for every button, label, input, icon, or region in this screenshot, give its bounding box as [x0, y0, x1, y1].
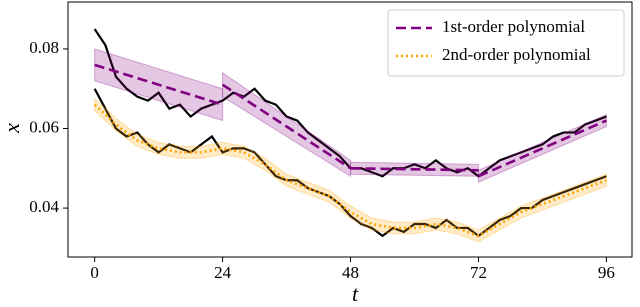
y-tick-label: 0.06 — [29, 117, 59, 136]
confidence-band — [222, 71, 352, 178]
legend-label: 2nd-order polynomial — [442, 45, 591, 64]
x-tick-label: 0 — [90, 263, 99, 282]
data-line — [93, 88, 607, 238]
legend-label: 1st-order polynomial — [442, 17, 585, 36]
plot-frame — [67, 1, 633, 258]
y-axis-label: x — [0, 123, 24, 134]
y-tick-label: 0.08 — [29, 38, 59, 57]
fit-line — [94, 63, 607, 178]
x-tick-label: 48 — [342, 263, 359, 282]
x-axis-label: t — [352, 281, 359, 306]
x-tick-label: 96 — [598, 263, 615, 282]
x-tick-label: 72 — [470, 263, 487, 282]
fit-line — [93, 103, 607, 238]
confidence-band — [94, 97, 607, 243]
legend-frame — [387, 9, 625, 77]
y-tick-label: 0.04 — [29, 197, 59, 216]
x-tick-label: 24 — [214, 263, 232, 282]
